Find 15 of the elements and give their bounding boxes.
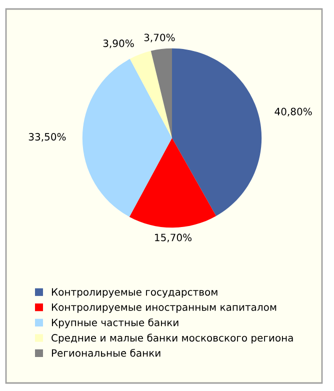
legend-label: Средние и малые банки московского региона	[52, 334, 293, 344]
data-label: 3,90%	[103, 40, 134, 48]
pie-slice	[172, 48, 262, 216]
legend-label: Крупные частные банки	[52, 318, 178, 328]
data-label: 33,50%	[28, 133, 66, 142]
legend-label: Региональные банки	[52, 348, 160, 357]
data-label: 15,70%	[155, 234, 192, 242]
pie-slice	[82, 58, 172, 217]
pie-slice	[129, 138, 216, 228]
data-label: 40,80%	[274, 108, 312, 116]
pie-slice	[130, 50, 172, 138]
legend-label: Контролируемые иностранным капиталом	[52, 303, 276, 313]
data-label: 3,70%	[144, 34, 175, 42]
legend-label: Контролируемые государством	[52, 288, 218, 298]
pie-slice	[150, 48, 172, 138]
